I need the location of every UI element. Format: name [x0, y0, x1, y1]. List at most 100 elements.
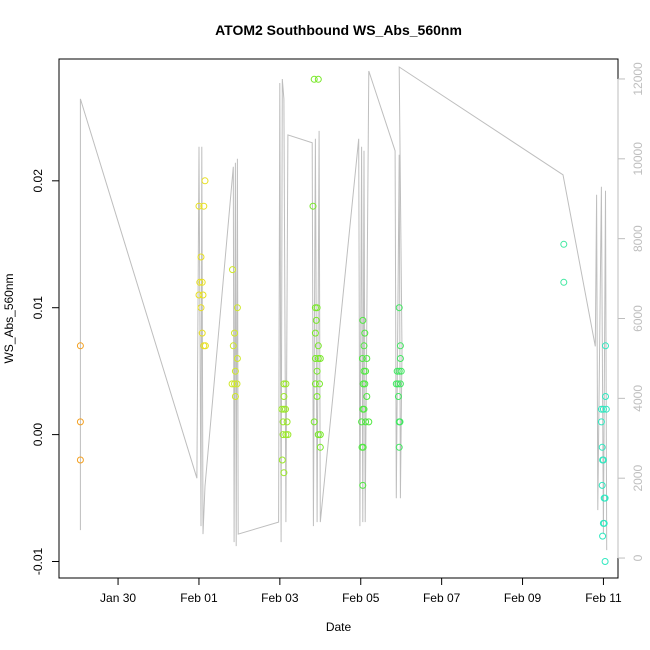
- data-point: [198, 329, 206, 337]
- data-point: [359, 316, 367, 324]
- data-point: [314, 355, 322, 362]
- data-point: [393, 367, 401, 375]
- y2-tick-label: 6000: [631, 305, 645, 332]
- data-point: [560, 240, 568, 248]
- y2-tick-label: 0: [631, 554, 645, 561]
- data-point: [395, 304, 403, 312]
- data-point: [282, 380, 290, 388]
- data-point: [195, 291, 203, 299]
- y2-tick-label: 10000: [631, 142, 645, 176]
- data-point: [231, 329, 238, 337]
- data-point: [599, 456, 607, 464]
- y-axis-right: 0 2000 4000 6000 8000 10000 12000: [617, 62, 645, 561]
- data-point: [363, 393, 371, 400]
- data-point: [361, 380, 369, 388]
- data-point: [197, 253, 205, 261]
- data-point: [231, 393, 239, 400]
- data-point: [602, 405, 610, 413]
- data-point: [201, 342, 209, 350]
- y2-tick-label: 8000: [631, 225, 645, 252]
- data-point: [396, 355, 404, 362]
- data-point: [314, 431, 322, 439]
- data-point: [311, 380, 319, 388]
- data-point: [76, 418, 84, 426]
- data-point: [396, 418, 404, 426]
- data-point: [231, 380, 238, 388]
- data-point: [361, 329, 369, 337]
- data-point: [311, 329, 319, 337]
- data-point: [284, 431, 292, 439]
- data-point: [283, 418, 291, 426]
- y-axis-label: WS_Abs_560nm: [2, 273, 16, 363]
- data-point: [228, 380, 236, 388]
- data-point: [279, 431, 287, 439]
- data-point: [278, 456, 286, 464]
- x-tick-label: Feb 01: [180, 591, 218, 605]
- data-point: [316, 380, 323, 388]
- data-point: [279, 418, 287, 426]
- data-point: [195, 202, 203, 210]
- data-point: [394, 380, 402, 388]
- x-axis: Jan 30 Feb 01 Feb 03 Feb 05 Feb 07 Feb 09 Feb …: [100, 578, 622, 605]
- data-point: [600, 519, 608, 527]
- data-point: [313, 304, 321, 312]
- y-tick-label: 0.02: [31, 169, 45, 193]
- y2-tick-label: 4000: [631, 385, 645, 412]
- data-point: [601, 558, 609, 565]
- data-point: [316, 431, 324, 439]
- x-tick-label: Jan 30: [100, 591, 136, 605]
- data-point: [229, 266, 236, 274]
- data-point: [360, 405, 368, 413]
- data-point: [360, 342, 368, 350]
- data-point: [316, 443, 324, 451]
- data-point: [599, 532, 607, 540]
- data-point: [395, 367, 403, 375]
- data-point: [365, 418, 373, 426]
- data-point: [602, 393, 609, 400]
- data-point: [311, 355, 319, 362]
- y-tick-label: 0.00: [31, 423, 45, 447]
- data-point: [229, 342, 237, 350]
- data-point: [200, 202, 208, 210]
- data-point: [598, 443, 606, 451]
- data-point: [397, 367, 405, 375]
- data-point: [280, 393, 288, 400]
- y-tick-label: 0.01: [31, 296, 45, 320]
- data-point: [196, 278, 204, 286]
- data-point: [597, 405, 605, 413]
- data-point: [359, 481, 367, 489]
- data-point: [598, 481, 606, 489]
- data-point: [278, 405, 286, 413]
- data-point: [197, 304, 205, 312]
- data-point: [280, 380, 288, 388]
- chart-title: ATOM2 Southbound WS_Abs_560nm: [215, 22, 462, 38]
- data-point: [394, 393, 402, 400]
- x-tick-label: Feb 11: [585, 591, 622, 605]
- data-point: [198, 278, 206, 286]
- y2-tick-label: 12000: [631, 62, 645, 96]
- data-point: [76, 342, 84, 350]
- data-point: [280, 469, 288, 477]
- data-point: [363, 355, 371, 362]
- data-point: [233, 304, 241, 312]
- data-point: [602, 342, 609, 350]
- data-point: [395, 443, 403, 451]
- data-point: [282, 405, 289, 413]
- data-point: [597, 418, 605, 426]
- data-point: [601, 494, 609, 502]
- data-point: [316, 355, 324, 362]
- y2-tick-label: 2000: [631, 465, 645, 492]
- data-point: [201, 177, 209, 185]
- data-point: [282, 431, 290, 439]
- data-point: [313, 367, 321, 375]
- data-point: [233, 380, 241, 388]
- data-point: [76, 456, 84, 464]
- y-axis-left: -0.01 0.00 0.01 0.02: [31, 169, 59, 575]
- x-tick-label: Feb 07: [423, 591, 461, 605]
- data-point: [358, 355, 366, 362]
- data-point: [358, 418, 366, 426]
- data-point: [312, 316, 320, 324]
- plot-area: Jan 30 Feb 01 Feb 03 Feb 05 Feb 07 Feb 09 Feb …: [31, 58, 645, 605]
